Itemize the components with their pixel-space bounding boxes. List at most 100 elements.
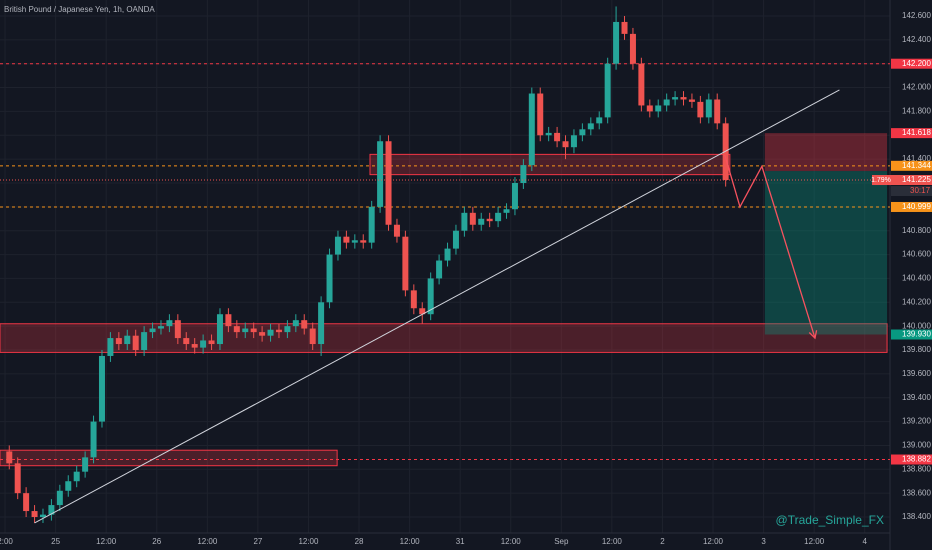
candle-body — [402, 236, 409, 291]
x-tick-label: 12:00 — [400, 537, 421, 546]
candle-body — [452, 230, 459, 249]
candle-body — [705, 99, 712, 118]
candle-body — [680, 97, 687, 100]
candle-body — [115, 338, 122, 345]
candle-body — [410, 290, 417, 309]
level-label: 141.344 — [902, 161, 931, 170]
candle-body — [23, 493, 30, 512]
candle-body — [292, 320, 299, 327]
price-tag — [891, 175, 932, 186]
candle-body — [385, 141, 392, 225]
countdown-tag — [891, 186, 932, 197]
candle-body — [503, 209, 510, 213]
level-label: 142.200 — [902, 59, 931, 68]
candle-body — [259, 332, 266, 336]
candle-body — [98, 355, 105, 422]
y-tick-label: 142.000 — [902, 83, 931, 92]
candle-body — [141, 332, 148, 351]
level-label: 138.882 — [902, 455, 931, 464]
y-tick-label: 139.600 — [902, 369, 931, 378]
candle-body — [326, 254, 333, 303]
candle-body — [436, 260, 443, 279]
change-label: 1.79% — [871, 177, 891, 184]
candle-body — [200, 340, 207, 348]
x-tick-label: 26 — [152, 537, 161, 546]
candle-body — [166, 320, 173, 327]
y-tick-label: 138.400 — [902, 512, 931, 521]
candle-body — [82, 457, 89, 472]
candle-body — [351, 240, 358, 243]
y-tick-label: 141.400 — [902, 154, 931, 163]
candle-body — [318, 302, 325, 345]
price-tag — [891, 201, 932, 212]
candle-body — [596, 117, 603, 124]
arrow-head — [808, 330, 818, 340]
candle-body — [191, 344, 198, 348]
x-tick-label: 4 — [862, 537, 867, 546]
x-tick-label: 12:00 — [197, 537, 218, 546]
y-tick-label: 142.400 — [902, 35, 931, 44]
candle-body — [613, 21, 620, 64]
y-tick-label: 139.800 — [902, 345, 931, 354]
trendline — [34, 89, 840, 524]
candle-body — [309, 328, 316, 345]
candle-body — [360, 240, 367, 243]
stop-zone — [764, 133, 888, 172]
candle-body — [638, 63, 645, 106]
candle-body — [604, 63, 611, 118]
candle-body — [495, 212, 502, 222]
candle-body — [478, 218, 485, 225]
x-tick-label: 12:00 — [501, 537, 522, 546]
candle-body — [646, 105, 653, 112]
candle-body — [672, 97, 679, 100]
candle-body — [301, 320, 308, 329]
candle-body — [368, 206, 375, 243]
y-tick-label: 140.000 — [902, 321, 931, 330]
x-tick-label: 2:00 — [0, 537, 13, 546]
candle-body — [149, 328, 156, 333]
y-tick-label: 138.600 — [902, 488, 931, 497]
zone — [0, 323, 888, 353]
candle-body — [343, 236, 350, 243]
price-tag — [891, 160, 932, 171]
candle-body — [444, 248, 451, 261]
candle-body — [14, 463, 21, 494]
y-tick-label: 141.800 — [902, 107, 931, 116]
candle-body — [107, 338, 114, 356]
candle-body — [225, 314, 232, 327]
candle-body — [486, 218, 493, 222]
change-tag — [872, 175, 891, 186]
candle-body — [393, 224, 400, 237]
x-tick-label: 12:00 — [298, 537, 319, 546]
candle-body — [284, 326, 291, 333]
x-tick-label: 12:00 — [602, 537, 623, 546]
candle-body — [56, 490, 63, 506]
candle-body — [132, 335, 139, 351]
candle-body — [587, 123, 594, 130]
candle-body — [174, 320, 181, 339]
candle-body — [688, 99, 695, 102]
candle-body — [90, 421, 97, 458]
candle-body — [427, 278, 434, 315]
candle-body — [250, 328, 257, 333]
candle-body — [233, 326, 240, 333]
candle-body — [334, 236, 341, 255]
y-tick-label: 142.600 — [902, 11, 931, 20]
candle-body — [267, 329, 274, 336]
target-zone — [764, 171, 888, 335]
candle-body — [208, 340, 215, 345]
watermark: @Trade_Simple_FX — [776, 513, 884, 527]
countdown-label: 30:17 — [910, 186, 931, 195]
price-label: 139.930 — [902, 330, 931, 339]
candle-body — [655, 105, 662, 112]
candle-body — [461, 212, 468, 231]
price-tag — [891, 58, 932, 69]
y-tick-label: 139.000 — [902, 441, 931, 450]
price-tag — [891, 128, 932, 139]
price-label: 141.618 — [902, 128, 931, 137]
candle-body — [537, 93, 544, 136]
x-tick-label: 2 — [660, 537, 665, 546]
candle-body — [157, 326, 164, 329]
candle-body — [570, 135, 577, 148]
